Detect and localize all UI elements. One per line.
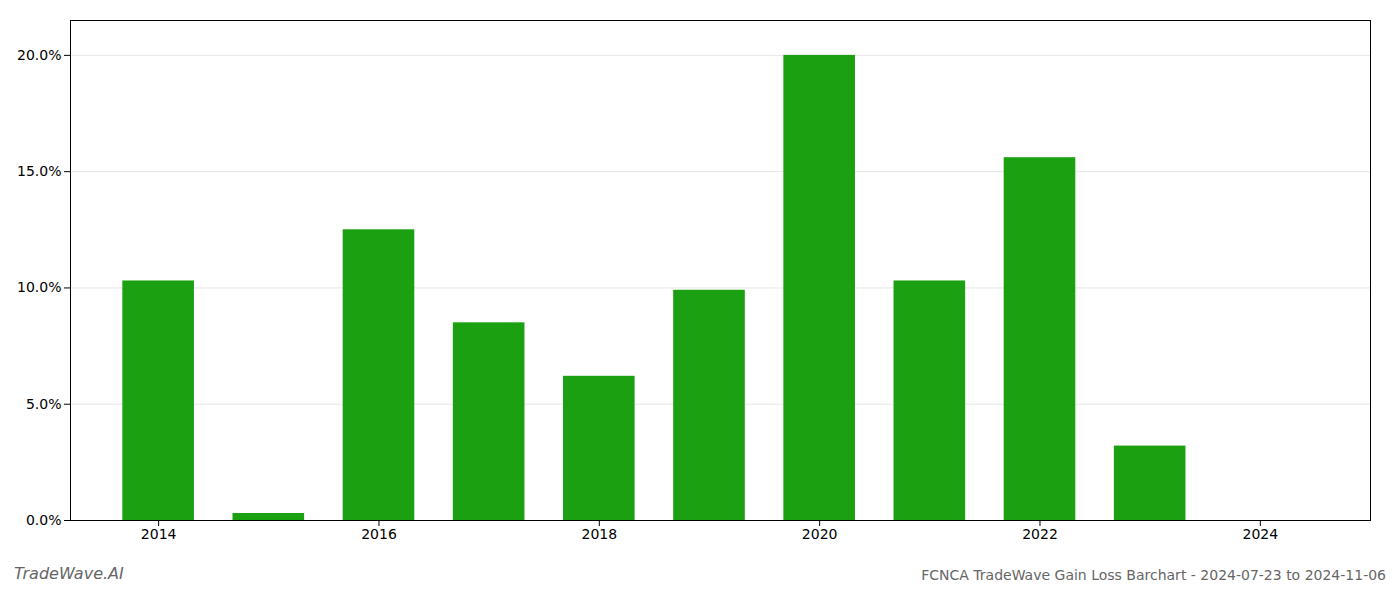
svg-text:2024: 2024 xyxy=(1243,526,1279,542)
svg-text:10.0%: 10.0% xyxy=(17,279,61,295)
svg-text:2022: 2022 xyxy=(1022,526,1058,542)
svg-text:15.0%: 15.0% xyxy=(17,163,61,179)
svg-text:0.0%: 0.0% xyxy=(26,512,62,528)
svg-text:2018: 2018 xyxy=(581,526,617,542)
svg-text:2016: 2016 xyxy=(361,526,397,542)
svg-text:2014: 2014 xyxy=(141,526,177,542)
svg-text:2020: 2020 xyxy=(802,526,838,542)
html-text:TradeWave.AI: TradeWave.AI xyxy=(14,564,124,583)
svg-text:20.0%: 20.0% xyxy=(17,47,61,63)
html-text:FCNCA TradeWave Gain Loss Barc: FCNCA TradeWave Gain Loss Barchart - 202… xyxy=(921,567,1386,583)
svg-text:5.0%: 5.0% xyxy=(26,396,62,412)
